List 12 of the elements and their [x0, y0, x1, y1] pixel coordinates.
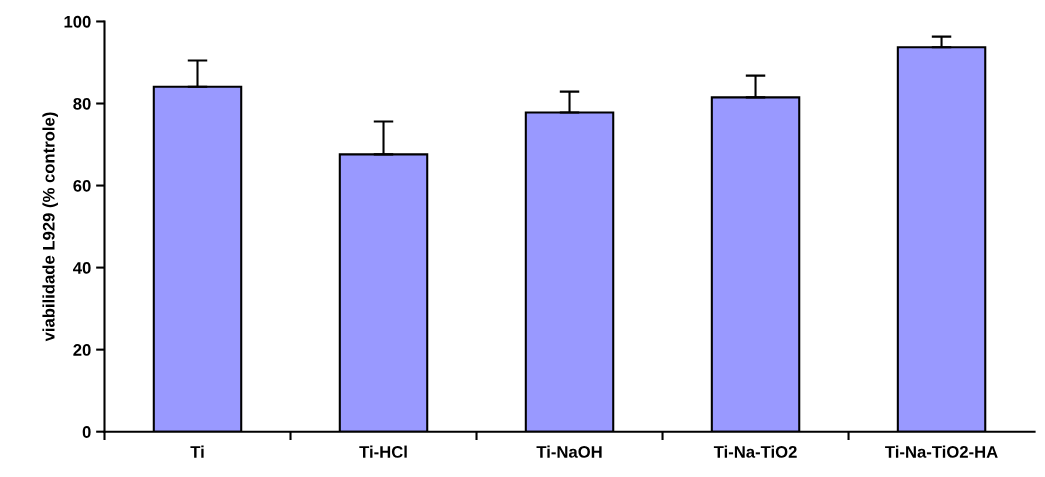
x-tick-label: Ti-HCl [359, 445, 407, 458]
y-tick-label: 20 [73, 344, 91, 356]
x-tick-label: Ti [190, 445, 204, 458]
y-axis-title: viabilidade L929 (% controle) [42, 112, 58, 342]
x-tick-label: Ti-NaOH [536, 445, 602, 458]
x-tick-label: Ti-Na-TiO2 [713, 445, 797, 458]
y-tick-label: 100 [64, 15, 91, 28]
y-tick-label: 80 [73, 97, 91, 110]
x-tick-label: Ti-Na-TiO2-HA [885, 445, 998, 458]
y-tick-label: 0 [82, 426, 91, 438]
y-tick-label: 60 [73, 179, 91, 192]
y-tick-label: 40 [73, 262, 91, 274]
